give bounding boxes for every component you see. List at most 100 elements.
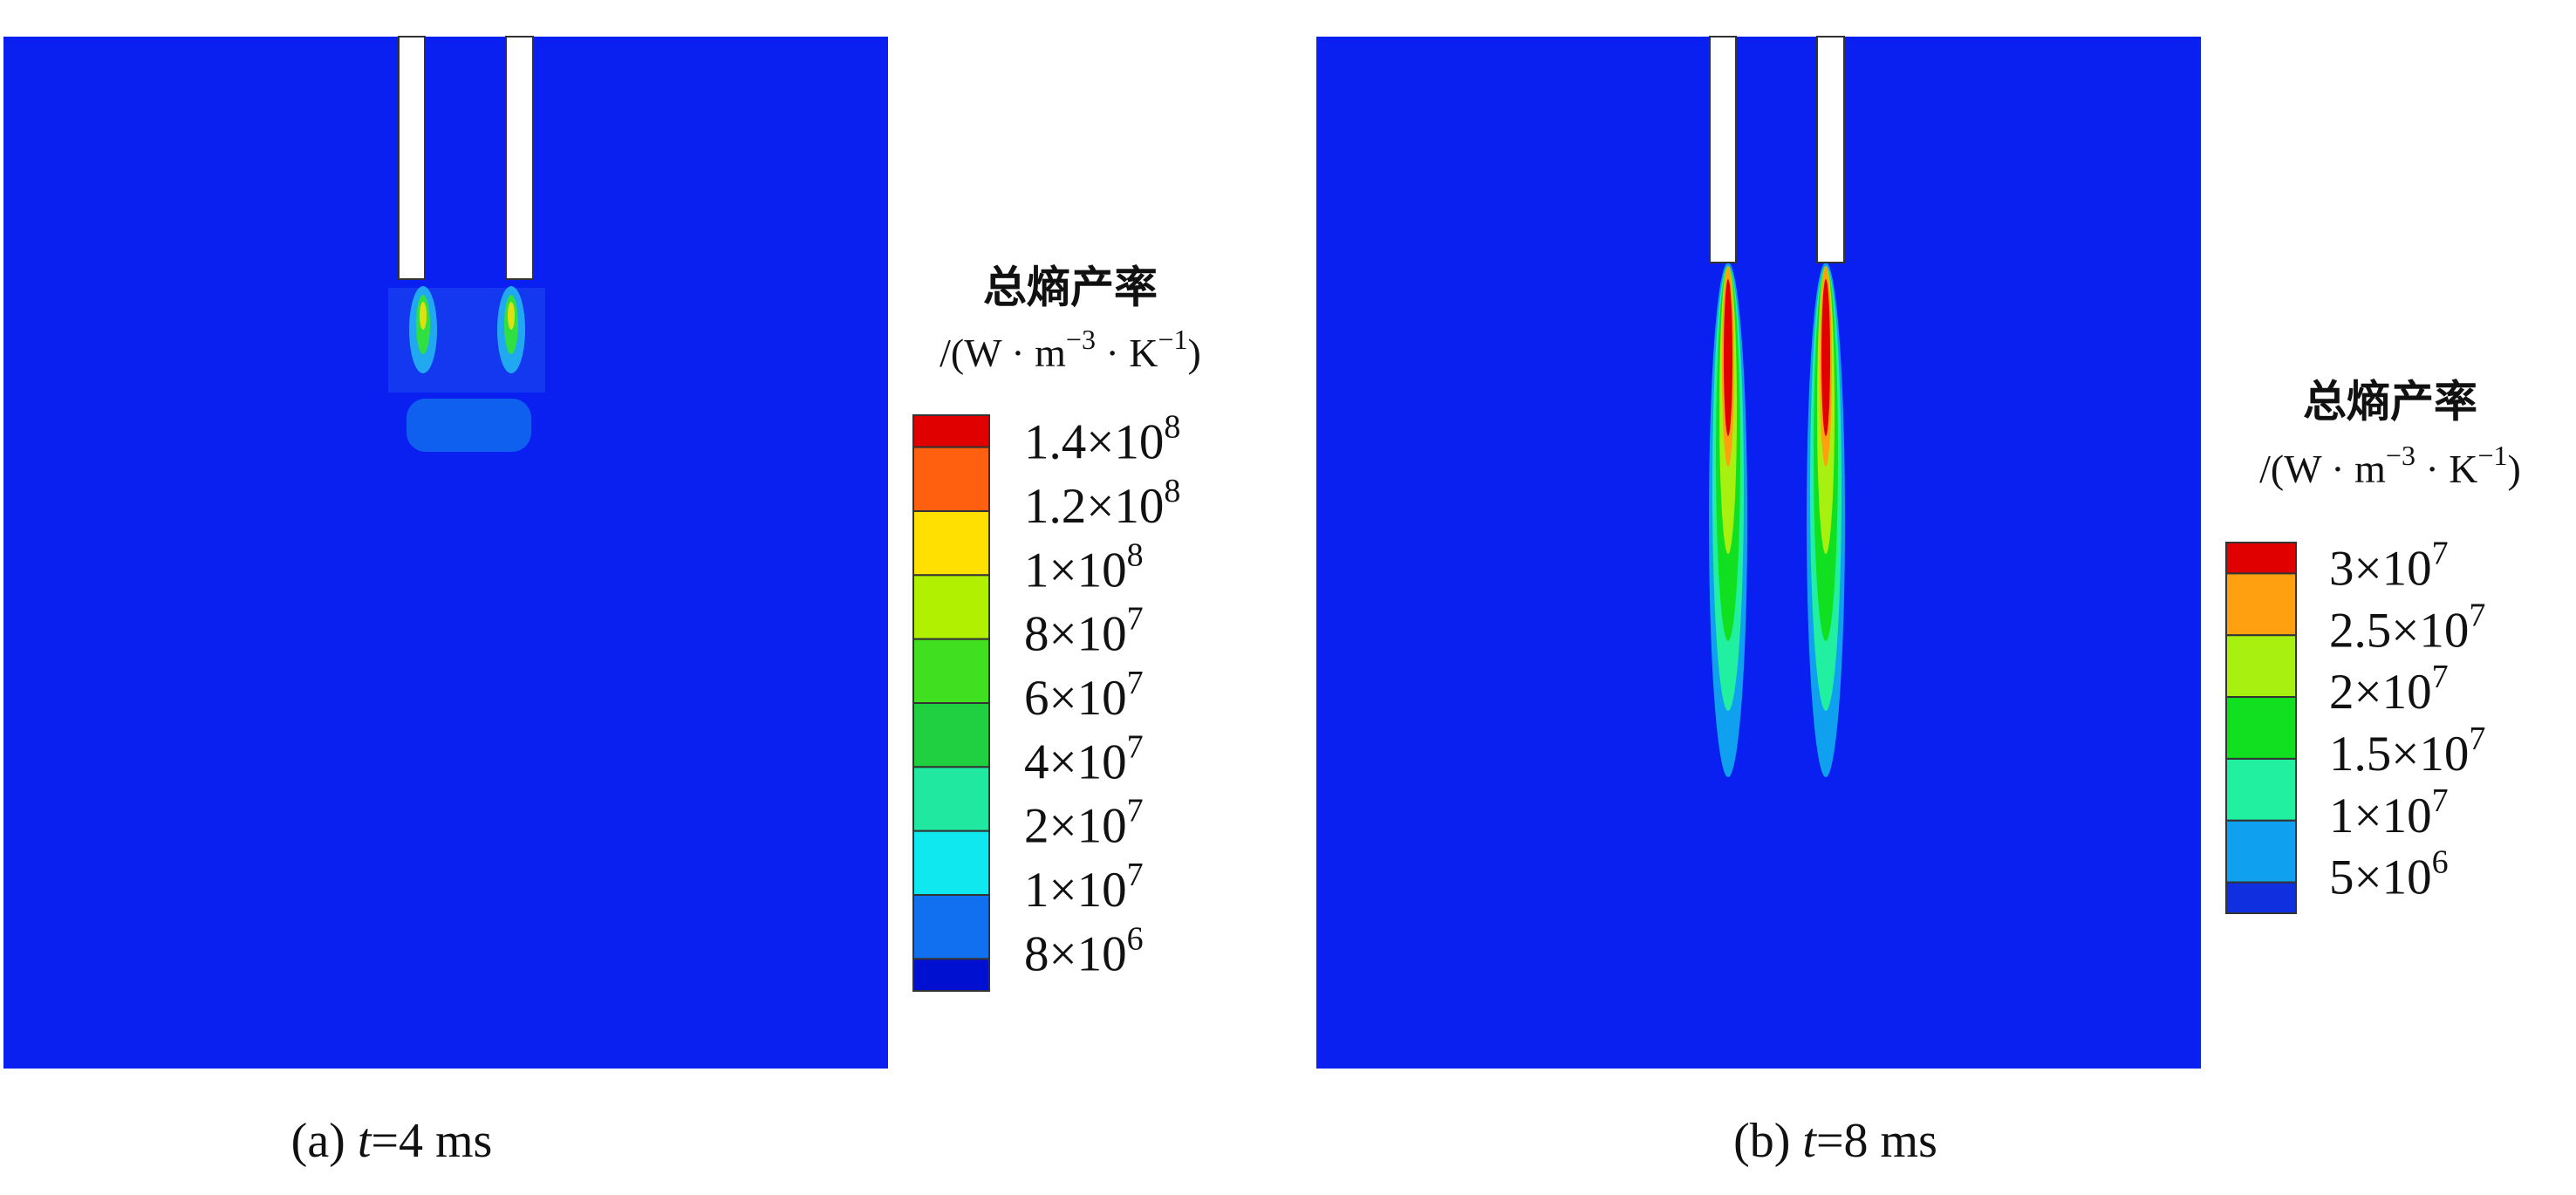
label-exponent: 6 [1127, 920, 1144, 957]
label-exponent: 8 [1127, 536, 1144, 573]
label-exponent: 7 [1127, 665, 1144, 701]
legend-swatch [912, 638, 990, 705]
legend-label: 5×106 [2329, 843, 2449, 905]
label-exponent: 7 [2469, 720, 2485, 757]
legend-label: 6×107 [1024, 665, 1144, 726]
contour [508, 302, 515, 330]
label-exponent: 8 [1164, 473, 1180, 509]
legend-swatch [2225, 819, 2297, 884]
legend-swatch [912, 702, 990, 768]
legend-label: 1×108 [1024, 536, 1144, 598]
unit-exponent: −1 [2478, 440, 2508, 471]
caption-label: (b) [1733, 1114, 1802, 1168]
legend-label: 4×107 [1024, 728, 1144, 789]
label-exponent: 7 [1127, 792, 1144, 829]
plume [1807, 263, 1845, 777]
label-exponent: 7 [1127, 857, 1144, 893]
label-base: 6×10 [1024, 671, 1127, 726]
legend-swatch [912, 574, 990, 640]
caption-text: =4 ms [371, 1114, 492, 1168]
legend-label: 2.5×107 [2329, 597, 2485, 658]
legend: 总熵产率/(W · m−3 · K−1)3×1072.5×1072×1071.5… [2225, 377, 2521, 914]
legend-label: 2×107 [2329, 659, 2449, 720]
label-base: 1.5×10 [2329, 727, 2469, 782]
legend-swatch [2225, 757, 2297, 822]
label-exponent: 7 [2432, 659, 2449, 695]
contour [1724, 279, 1732, 436]
label-base: 8×10 [1024, 926, 1127, 981]
legend-title: 总熵产率 [983, 263, 1158, 311]
unit-text: · K [1096, 331, 1158, 375]
label-base: 3×10 [2329, 541, 2432, 596]
legend-label: 1×107 [2329, 782, 2449, 843]
legend-swatch [912, 894, 990, 960]
label-exponent: 7 [1127, 728, 1144, 765]
legend-label: 1.5×107 [2329, 720, 2485, 782]
plot-b [1316, 36, 2201, 1069]
unit-exponent: −1 [1158, 324, 1188, 355]
contour [407, 399, 531, 452]
legend-swatch [2225, 572, 2297, 637]
caption-variable: t [1802, 1114, 1817, 1168]
legend-unit: /(W · m−3 · K−1) [2259, 440, 2521, 490]
caption-label: (a) [291, 1114, 358, 1168]
legend-swatch [2225, 542, 2297, 575]
label-base: 1.2×10 [1024, 479, 1164, 534]
label-base: 5×10 [2329, 850, 2432, 905]
legend-swatch [2225, 881, 2297, 914]
contour [1821, 279, 1830, 436]
plot-a [3, 36, 888, 1069]
label-base: 1×10 [1024, 863, 1127, 918]
legend-swatch [912, 830, 990, 897]
label-base: 2×10 [2329, 665, 2432, 720]
unit-text: ) [2508, 447, 2521, 491]
label-exponent: 8 [1164, 408, 1180, 445]
unit-text: /(W · m [940, 331, 1066, 375]
label-exponent: 6 [2432, 843, 2449, 880]
caption-text: =8 ms [1816, 1114, 1937, 1168]
panel-caption: (b) t=8 ms [1733, 1114, 1937, 1168]
legend-label: 3×107 [2329, 535, 2449, 596]
legend-label: 8×107 [1024, 600, 1144, 661]
domain [1316, 37, 2201, 1069]
caption-variable: t [358, 1114, 372, 1168]
pipe-wall [398, 36, 426, 280]
pipe-wall [505, 36, 534, 280]
legend-title: 总熵产率 [2303, 377, 2477, 426]
label-base: 2×10 [1024, 799, 1127, 854]
legend: 总熵产率/(W · m−3 · K−1)1.4×1081.2×1081×1088… [912, 263, 1201, 993]
unit-exponent: −3 [1066, 324, 1096, 355]
legend-label: 1×107 [1024, 857, 1144, 918]
legend-label: 8×106 [1024, 920, 1144, 981]
contour [420, 302, 427, 330]
label-base: 4×10 [1024, 734, 1127, 789]
unit-text: /(W · m [2259, 447, 2386, 491]
legend-label: 2×107 [1024, 792, 1144, 853]
label-base: 1×10 [1024, 543, 1127, 598]
legend-swatch [912, 958, 990, 993]
panel-caption: (a) t=4 ms [291, 1114, 493, 1168]
pipe-wall [1816, 36, 1845, 263]
plume [1709, 263, 1747, 777]
label-base: 8×10 [1024, 607, 1127, 662]
label-exponent: 7 [2432, 535, 2449, 571]
unit-exponent: −3 [2386, 440, 2415, 471]
legend-swatch [2225, 696, 2297, 760]
legend-swatch [912, 510, 990, 577]
label-base: 2.5×10 [2329, 603, 2469, 658]
label-exponent: 7 [2469, 597, 2485, 633]
legend-swatch [912, 766, 990, 832]
legend-swatch [912, 446, 990, 513]
label-base: 1.4×10 [1024, 415, 1164, 470]
label-exponent: 7 [2432, 782, 2449, 818]
legend-label: 1.4×108 [1024, 408, 1180, 469]
legend-swatch [2225, 634, 2297, 699]
label-exponent: 7 [1127, 600, 1144, 637]
domain [3, 37, 888, 1069]
label-base: 1×10 [2329, 789, 2432, 843]
legend-swatch [912, 414, 990, 448]
unit-text: ) [1188, 331, 1201, 375]
